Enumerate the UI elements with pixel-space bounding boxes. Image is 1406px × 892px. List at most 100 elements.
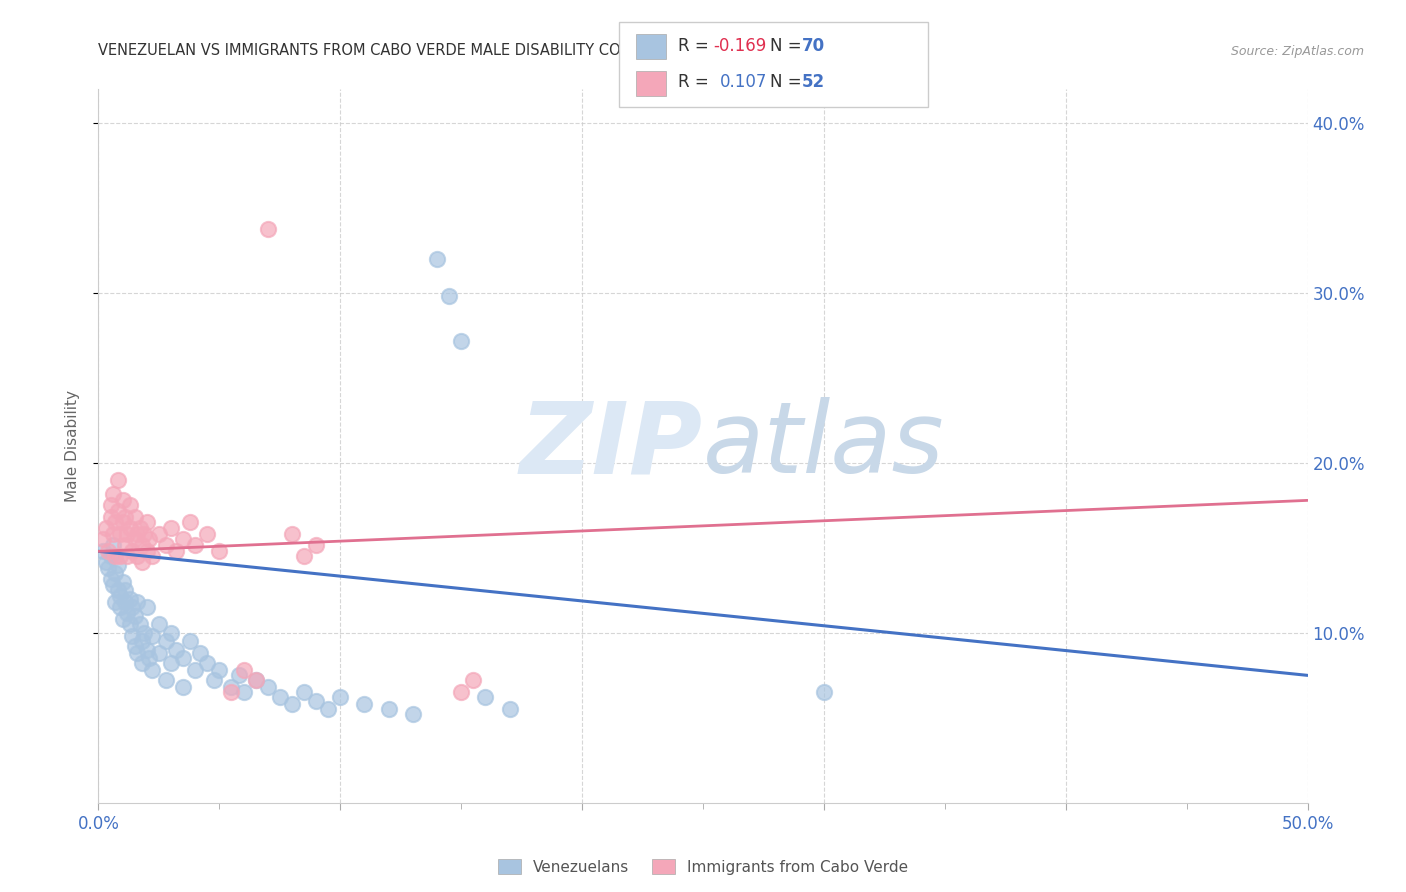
Point [474,690,496,705]
Point [117,549,139,564]
Point [329,690,352,705]
Point [114,595,136,609]
Point [165,544,187,558]
Point [245,673,267,688]
Point [107,558,129,572]
Point [256,680,278,694]
Point [107,473,129,487]
Point [450,685,472,699]
Point [107,503,129,517]
Text: atlas: atlas [703,398,945,494]
Point [127,527,149,541]
Text: N =: N = [770,73,807,91]
Point [100,499,122,513]
Point [127,595,149,609]
Point [134,626,156,640]
Point [111,612,134,626]
Point [114,510,136,524]
Point [124,510,146,524]
Point [813,685,835,699]
Point [100,549,122,564]
Point [118,499,141,513]
Point [111,574,134,589]
Point [184,663,207,677]
Text: Source: ZipAtlas.com: Source: ZipAtlas.com [1230,45,1364,58]
Point [208,544,231,558]
Point [104,516,127,530]
Point [305,537,328,551]
Point [141,663,163,677]
Point [101,527,124,541]
Point [160,520,183,534]
Point [118,520,141,534]
Point [127,646,149,660]
Point [121,629,143,643]
Point [135,643,157,657]
Point [124,640,146,654]
Point [195,657,218,671]
Point [97,544,120,558]
Point [172,651,194,665]
Point [245,673,267,688]
Point [402,707,425,722]
Point [94,555,117,569]
Point [131,537,153,551]
Text: -0.169: -0.169 [713,37,766,55]
Point [128,520,150,534]
Point [138,651,160,665]
Point [124,608,146,623]
Point [165,643,187,657]
Point [292,685,315,699]
Point [135,600,157,615]
Point [107,583,129,598]
Point [108,589,131,603]
Point [101,486,124,500]
Point [104,549,127,564]
Point [269,690,291,705]
Point [104,595,127,609]
Legend: Venezuelans, Immigrants from Cabo Verde: Venezuelans, Immigrants from Cabo Verde [492,853,914,880]
Point [108,600,131,615]
Text: 70: 70 [801,37,824,55]
Point [134,527,156,541]
Point [118,617,141,632]
Point [353,698,375,712]
Point [117,606,139,620]
Point [316,702,339,716]
Point [450,334,472,348]
Point [172,533,194,547]
Text: 52: 52 [801,73,824,91]
Point [179,516,201,530]
Point [94,520,117,534]
Point [118,591,141,606]
Text: VENEZUELAN VS IMMIGRANTS FROM CABO VERDE MALE DISABILITY CORRELATION CHART: VENEZUELAN VS IMMIGRANTS FROM CABO VERDE… [98,43,758,58]
Point [131,555,153,569]
Point [108,527,131,541]
Point [104,566,127,581]
Point [135,544,157,558]
Point [172,680,194,694]
Text: R =: R = [678,73,718,91]
Point [131,634,153,648]
Point [108,549,131,564]
Point [124,533,146,547]
Point [148,527,170,541]
Point [111,516,134,530]
Point [292,549,315,564]
Point [100,572,122,586]
Point [437,289,460,303]
Point [463,673,485,688]
Point [111,493,134,508]
Text: R =: R = [678,37,714,55]
Point [281,527,304,541]
Point [184,537,207,551]
Point [498,702,520,716]
Point [131,657,153,671]
Text: 0.107: 0.107 [720,73,768,91]
Y-axis label: Male Disability: Male Disability [65,390,80,502]
Point [114,583,136,598]
Text: N =: N = [770,37,807,55]
Point [91,533,114,547]
Point [97,561,120,575]
Point [135,516,157,530]
